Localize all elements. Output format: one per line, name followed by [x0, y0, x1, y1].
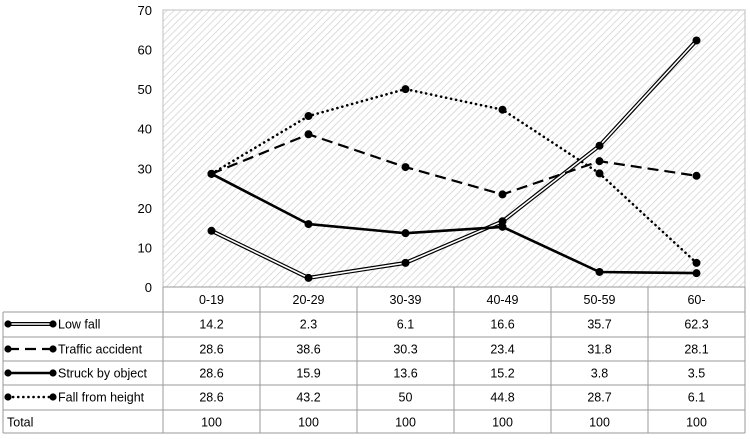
data-point	[207, 226, 216, 235]
table-cell: 44.8	[490, 391, 514, 405]
table-cell: 2.3	[300, 318, 317, 332]
row-label: Total	[7, 416, 33, 430]
table-cell: 28.6	[199, 343, 223, 357]
table-cell: 6.1	[688, 391, 705, 405]
data-point	[304, 273, 313, 282]
data-point	[595, 169, 604, 178]
table-cell: 43.2	[296, 391, 320, 405]
data-point	[401, 163, 410, 172]
legend-key-fall-from-height	[4, 393, 57, 401]
data-point	[498, 217, 507, 226]
legend-marker	[49, 369, 57, 377]
table-row: Low fall 14.2 2.3 6.1 16.6 35.7 62.3	[4, 318, 709, 332]
data-point	[498, 105, 507, 114]
table-cell: 28.1	[684, 343, 708, 357]
data-point	[498, 222, 507, 231]
legend-marker	[4, 345, 12, 353]
y-tick-label: 10	[138, 240, 152, 255]
legend-key-struck-by-object	[4, 369, 57, 377]
y-tick-label: 30	[138, 161, 152, 176]
table-cell: 31.8	[587, 343, 611, 357]
table-cell: 3.8	[591, 367, 608, 381]
table-cell: 30.3	[393, 343, 417, 357]
category-label: 0-19	[199, 293, 224, 307]
table-row: Fall from height 28.6 43.2 50 44.8 28.7 6.1	[4, 391, 705, 405]
data-point	[692, 171, 701, 180]
category-label: 60-	[687, 293, 705, 307]
row-label: Struck by object	[58, 367, 147, 381]
plot-area	[162, 9, 746, 288]
legend-key-low-fall	[4, 320, 57, 328]
legend-key-traffic-accident	[4, 345, 57, 353]
legend-marker	[4, 369, 12, 377]
y-tick-label: 0	[145, 280, 152, 295]
data-point	[595, 157, 604, 166]
table-cell: 3.5	[688, 367, 705, 381]
table-cell: 100	[395, 416, 416, 430]
table-row: Total 100 100 100 100 100 100	[7, 416, 707, 430]
legend-marker	[49, 320, 57, 328]
low-fall-line-inner	[211, 39, 698, 279]
table-cell: 62.3	[684, 318, 708, 332]
table-cell: 6.1	[397, 318, 414, 332]
table-cell: 100	[686, 416, 707, 430]
category-label: 20-29	[293, 293, 325, 307]
row-label: Fall from height	[58, 391, 145, 405]
category-label: 50-59	[584, 293, 616, 307]
table-cell: 28.6	[199, 367, 223, 381]
table-cell: 16.6	[490, 318, 514, 332]
traffic-accident-line	[211, 133, 697, 196]
data-point	[692, 36, 701, 45]
table-cell: 100	[589, 416, 610, 430]
legend-marker	[49, 345, 57, 353]
row-label: Traffic accident	[58, 343, 143, 357]
data-point	[595, 267, 604, 276]
category-label: 40-49	[487, 293, 519, 307]
data-point	[304, 112, 313, 121]
row-label: Low fall	[58, 318, 100, 332]
table-cell: 100	[201, 416, 222, 430]
y-tick-label: 50	[138, 82, 152, 97]
y-tick-label: 20	[138, 201, 152, 216]
y-tick-label: 60	[138, 43, 152, 58]
legend-marker	[4, 393, 12, 401]
series-struck-by-object	[207, 169, 701, 278]
table-cell: 100	[298, 416, 319, 430]
series-low-fall	[207, 36, 701, 282]
data-point	[692, 258, 701, 267]
data-point	[304, 220, 313, 229]
table-row: Struck by object 28.6 15.9 13.6 15.2 3.8 3.5	[4, 367, 705, 381]
table-cell: 13.6	[393, 367, 417, 381]
table-cell: 100	[492, 416, 513, 430]
table-cell: 15.9	[296, 367, 320, 381]
struck-by-object-line	[210, 172, 697, 275]
category-label: 30-39	[390, 293, 422, 307]
table-cell: 28.6	[199, 391, 223, 405]
table-cell: 23.4	[490, 343, 514, 357]
legend-marker	[49, 393, 57, 401]
data-point	[595, 141, 604, 150]
data-point	[692, 269, 701, 278]
table-cell: 50	[399, 391, 413, 405]
table-row: Traffic accident 28.6 38.6 30.3 23.4 31.8 28.1	[4, 343, 709, 357]
series-fall-from-height	[207, 85, 701, 267]
y-tick-label: 70	[138, 3, 152, 18]
data-point	[401, 229, 410, 238]
table-cell: 38.6	[296, 343, 320, 357]
table-cell: 15.2	[490, 367, 514, 381]
y-tick-label: 40	[138, 122, 152, 137]
legend-marker	[4, 320, 12, 328]
data-point	[401, 258, 410, 267]
table-cell: 28.7	[587, 391, 611, 405]
data-point	[498, 190, 507, 199]
data-point	[401, 85, 410, 94]
data-point	[304, 130, 313, 139]
table-cell: 35.7	[587, 318, 611, 332]
table-cell: 14.2	[199, 318, 223, 332]
data-point	[207, 169, 216, 178]
